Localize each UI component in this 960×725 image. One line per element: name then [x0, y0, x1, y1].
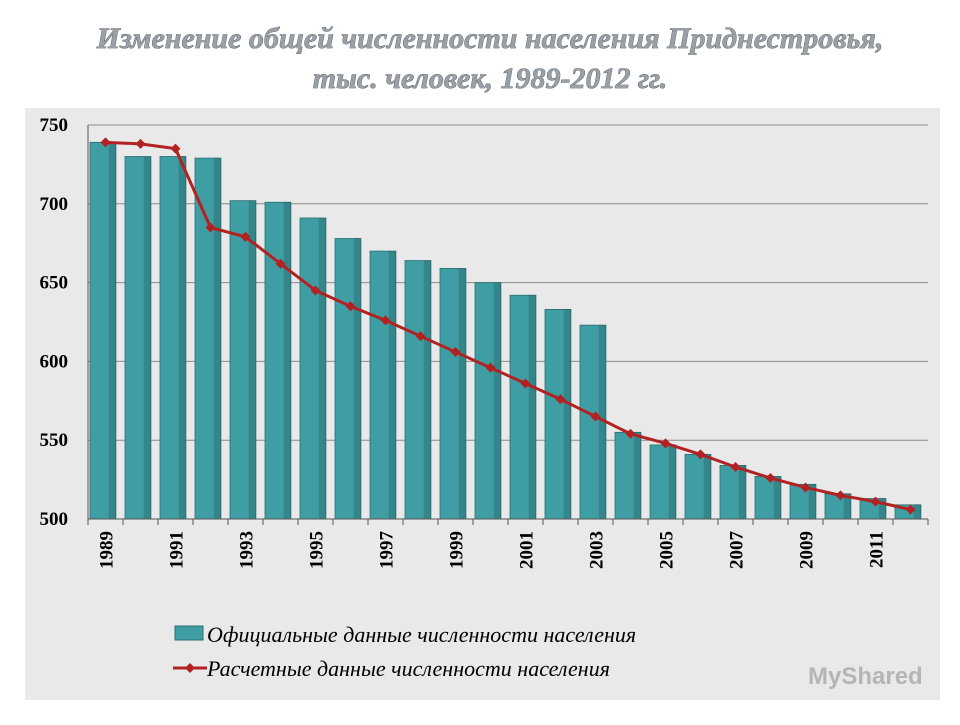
x-tick-label: 2007 — [727, 531, 748, 570]
x-tick-label: 1999 — [447, 531, 468, 569]
bar — [439, 268, 467, 520]
bar — [334, 238, 362, 520]
line-marker — [765, 473, 776, 484]
bar-shade — [423, 260, 431, 519]
x-tick-label: 2009 — [797, 531, 818, 569]
legend-label: Официальные данные численности населения — [207, 622, 636, 647]
bar-shade — [598, 325, 606, 519]
line-marker — [415, 331, 426, 342]
line-marker — [555, 394, 566, 405]
bar — [369, 250, 397, 520]
x-tick-label: 1997 — [377, 531, 398, 570]
bar-shade — [528, 295, 536, 519]
bar — [299, 217, 327, 520]
x-tick-label: 1995 — [307, 531, 328, 569]
y-tick-label: 600 — [40, 351, 69, 372]
bar — [124, 156, 152, 520]
bar-shade — [318, 217, 326, 519]
bar — [159, 156, 187, 520]
bar-shade — [773, 476, 781, 519]
bar — [579, 324, 607, 520]
bar — [824, 493, 852, 520]
x-tick-label: 2005 — [657, 531, 678, 569]
bar — [474, 282, 502, 520]
legend-marker — [185, 663, 195, 673]
bar — [719, 465, 747, 520]
line-marker — [590, 411, 601, 422]
bar-shade — [913, 504, 921, 519]
watermark: MyShared — [808, 663, 923, 690]
y-tick-label: 750 — [40, 115, 69, 136]
bar — [509, 294, 537, 520]
line-marker — [380, 315, 391, 326]
bar-shade — [668, 444, 676, 519]
bar-shade — [843, 493, 851, 519]
bar-shade — [808, 484, 816, 519]
line-marker — [905, 504, 916, 515]
legend-label: Расчетные данные численности населения — [206, 656, 610, 681]
bar-shade — [878, 498, 886, 519]
line-marker — [450, 346, 461, 357]
bar — [544, 308, 572, 520]
line-marker — [870, 496, 881, 507]
bar-shade — [283, 202, 291, 519]
line-marker — [205, 222, 216, 233]
x-tick-label: 1991 — [167, 531, 188, 569]
chart-subtitle: тыс. человек, 1989-2012 гг. — [313, 62, 667, 95]
bar — [684, 453, 712, 520]
bar-shade — [388, 251, 396, 519]
bar-shade — [738, 465, 746, 519]
y-tick-label: 650 — [40, 273, 69, 294]
line-marker — [275, 258, 286, 269]
bar-shade — [703, 454, 711, 519]
line-marker — [730, 461, 741, 472]
bar — [404, 260, 432, 520]
line-marker — [100, 137, 111, 148]
x-tick-label: 2001 — [517, 531, 538, 569]
bar-shade — [213, 158, 221, 519]
line-marker — [835, 490, 846, 501]
line-marker — [345, 301, 356, 312]
x-tick-label: 2003 — [587, 531, 608, 569]
y-tick-label: 500 — [40, 509, 69, 530]
line-marker — [520, 378, 531, 389]
line-marker — [695, 449, 706, 460]
bar-shade — [178, 156, 186, 519]
line-marker — [800, 482, 811, 493]
x-tick-label: 1993 — [237, 531, 258, 569]
chart-title: Изменение общей численности населения Пр… — [96, 22, 884, 55]
bar — [229, 200, 257, 520]
bar — [754, 476, 782, 520]
line-marker — [485, 362, 496, 373]
line-marker — [660, 438, 671, 449]
y-tick-label: 700 — [40, 194, 69, 215]
bar-shade — [248, 200, 256, 519]
y-tick-label: 550 — [40, 430, 69, 451]
bar-shade — [353, 238, 361, 520]
legend-swatch — [174, 625, 204, 641]
bar-shade — [633, 432, 641, 519]
line-marker — [310, 285, 321, 296]
bar-shade — [143, 156, 151, 519]
line-marker — [170, 143, 181, 154]
x-tick-label: 1989 — [97, 531, 118, 569]
line-marker — [625, 428, 636, 439]
bar-shade — [493, 282, 501, 519]
bar-shade — [108, 142, 116, 519]
line-marker — [135, 138, 146, 149]
bar-shade — [458, 268, 466, 519]
bar-shade — [563, 309, 571, 519]
line — [105, 140, 911, 512]
x-tick-label: 2011 — [867, 531, 888, 568]
line-marker — [240, 231, 251, 242]
